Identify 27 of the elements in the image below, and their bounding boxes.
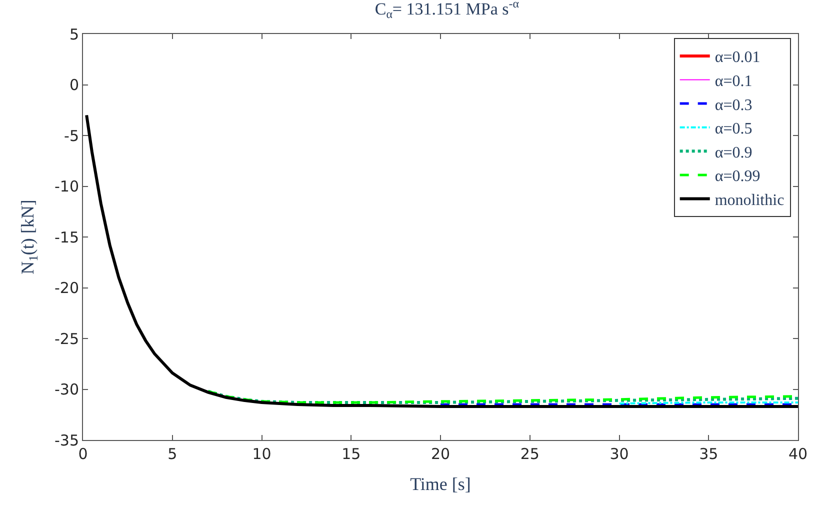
x-tick-label: 25 xyxy=(520,445,540,463)
legend-label: α=0.3 xyxy=(714,96,752,114)
x-tick-label: 10 xyxy=(252,445,272,463)
legend-label: α=0.01 xyxy=(714,49,760,66)
legend-label: α=0.9 xyxy=(714,144,752,162)
legend-label: α=0.99 xyxy=(714,168,760,186)
x-tick-label: 30 xyxy=(610,445,629,463)
y-tick-label: -30 xyxy=(54,380,79,398)
y-tick-label: 5 xyxy=(69,25,79,44)
x-tick-label: 40 xyxy=(788,445,808,463)
legend-label: α=0.1 xyxy=(714,73,752,90)
y-tick-label: -35 xyxy=(54,431,79,450)
x-tick-label: 35 xyxy=(699,445,718,463)
x-axis-title: Time [s] xyxy=(410,474,471,494)
y-tick-label: -5 xyxy=(64,126,79,145)
line-series xyxy=(85,114,798,408)
legend-label: α=0.5 xyxy=(714,120,752,138)
x-tick-label: 20 xyxy=(430,445,450,463)
chart-title: C$_{α}$= 131.151 MPa s$^{-α}$ xyxy=(374,0,519,22)
x-tick-label: 5 xyxy=(168,445,178,463)
y-tick-label: -15 xyxy=(54,228,79,246)
y-tick-label: -20 xyxy=(54,279,79,297)
x-tick-label: 15 xyxy=(342,445,361,463)
y-tick-label: 0 xyxy=(69,76,79,94)
y-tick-label: -25 xyxy=(54,330,79,348)
y-tick-label: -10 xyxy=(54,178,79,196)
legend-label: monolithic xyxy=(714,192,784,209)
